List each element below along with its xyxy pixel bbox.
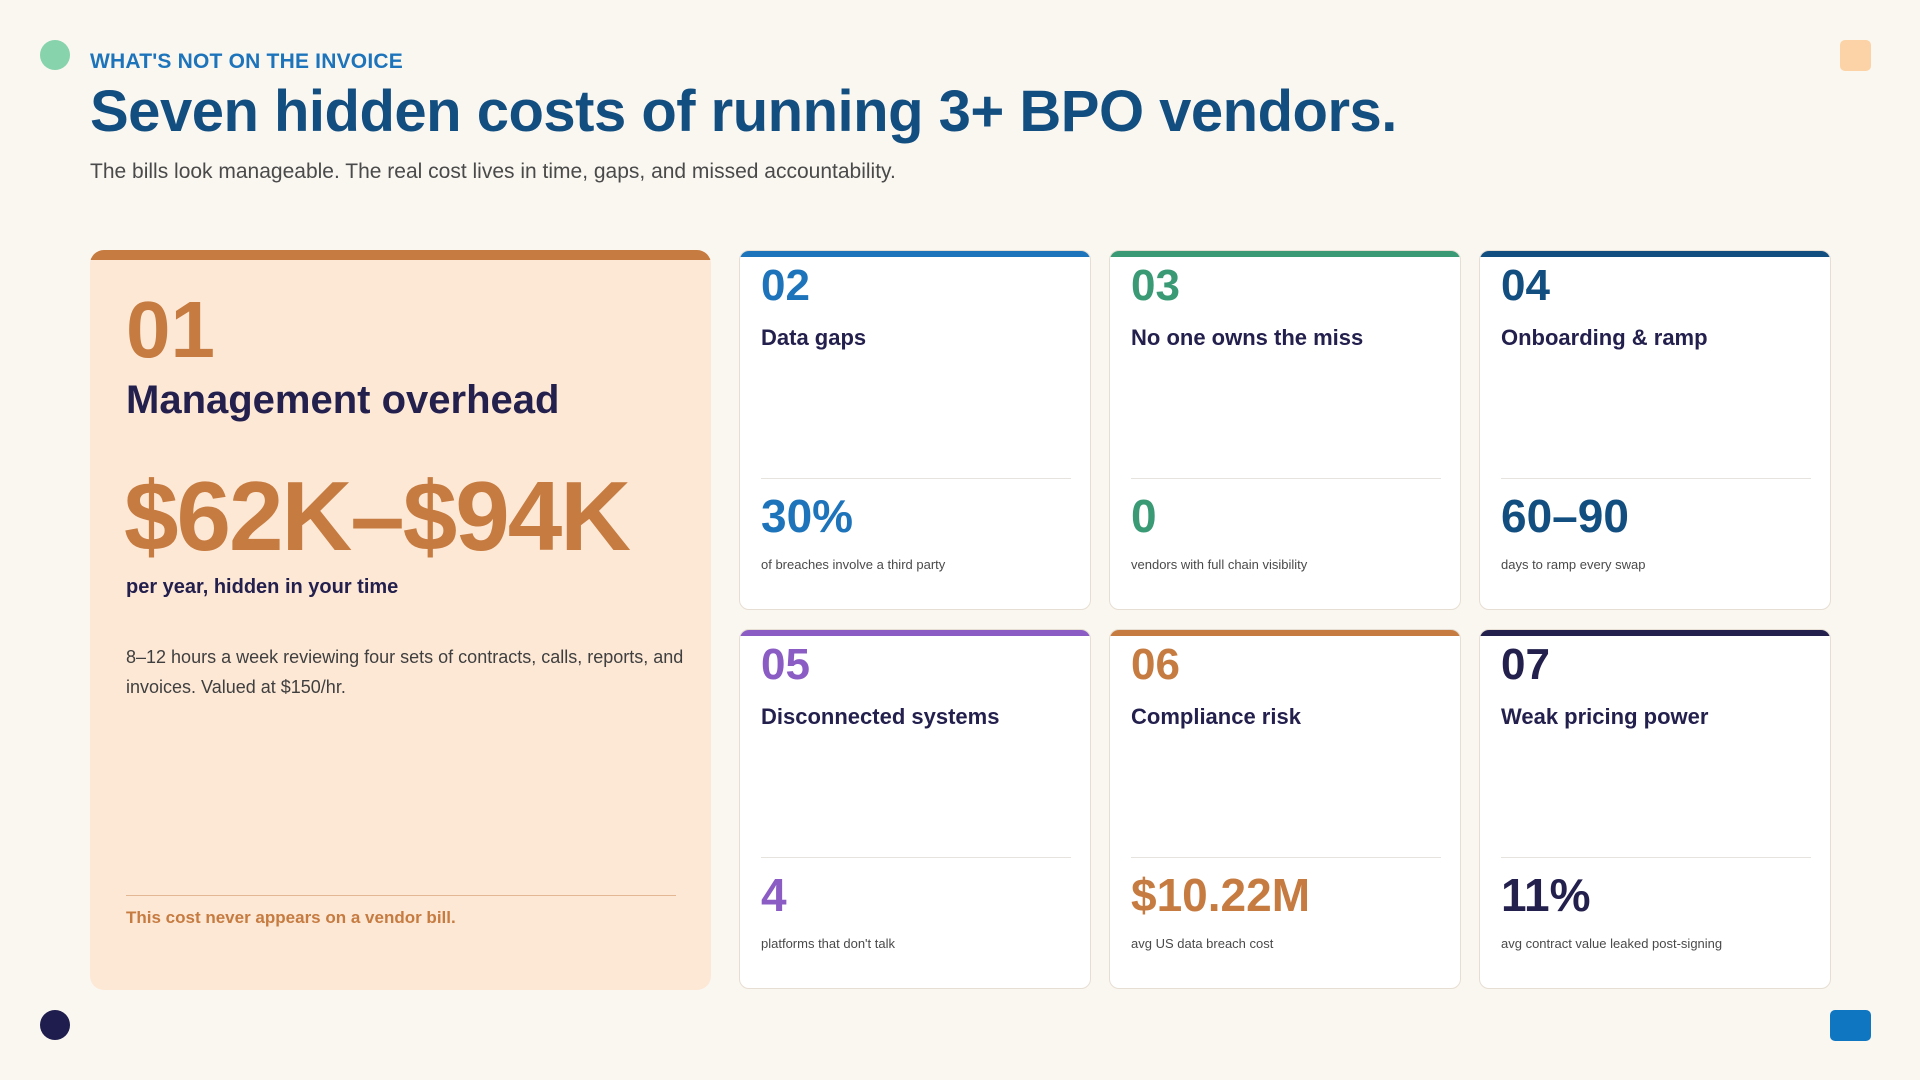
card-accent-bar xyxy=(1110,630,1460,636)
card-divider xyxy=(1131,857,1441,858)
card-accent-bar xyxy=(1480,251,1830,257)
cost-card-onboarding: 04 Onboarding & ramp 60–90 days to ramp … xyxy=(1479,250,1831,610)
card-stat: 11% xyxy=(1501,869,1591,921)
page-subtitle: The bills look manageable. The real cost… xyxy=(90,159,896,183)
card-stat: 0 xyxy=(1131,490,1157,542)
card-stat: $10.22M xyxy=(1131,869,1311,921)
hero-card-management-overhead: 01 Management overhead $62K–$94K per yea… xyxy=(90,250,711,990)
card-divider xyxy=(1131,478,1441,479)
card-title: Data gaps xyxy=(761,325,867,350)
hero-number: 01 xyxy=(126,285,215,374)
card-number: 06 xyxy=(1131,640,1180,689)
hero-note: This cost never appears on a vendor bill… xyxy=(126,908,456,927)
card-stat-label: avg contract value leaked post-signing xyxy=(1501,936,1723,951)
card-title: No one owns the miss xyxy=(1131,325,1364,350)
hero-divider xyxy=(126,895,676,896)
eyebrow: WHAT'S NOT ON THE INVOICE xyxy=(90,50,403,73)
hero-description: 8–12 hours a week reviewing four sets of… xyxy=(126,647,684,697)
card-title: Disconnected systems xyxy=(761,704,1000,729)
card-title: Weak pricing power xyxy=(1501,704,1709,729)
decor-dot-bottom-left xyxy=(40,1010,70,1040)
card-divider xyxy=(1501,478,1811,479)
card-stat: 4 xyxy=(761,869,787,921)
card-number: 03 xyxy=(1131,261,1180,310)
page-title: Seven hidden costs of running 3+ BPO ven… xyxy=(90,79,1397,144)
card-number: 05 xyxy=(761,640,810,689)
card-stat-label: platforms that don't talk xyxy=(761,936,895,951)
hero-title: Management overhead xyxy=(126,378,560,422)
card-stat-label: days to ramp every swap xyxy=(1501,557,1646,572)
card-divider xyxy=(761,478,1071,479)
decor-square-top-right xyxy=(1840,40,1871,71)
card-accent-bar xyxy=(740,630,1090,636)
card-accent-bar xyxy=(1110,251,1460,257)
card-title: Onboarding & ramp xyxy=(1501,325,1708,350)
header: WHAT'S NOT ON THE INVOICE Seven hidden c… xyxy=(90,50,1590,184)
card-stat-label: of breaches involve a third party xyxy=(761,557,946,572)
card-title: Compliance risk xyxy=(1131,704,1301,729)
hero-amount: $62K–$94K xyxy=(124,461,631,571)
card-stat: 60–90 xyxy=(1501,490,1629,542)
cost-card-disconnected-systems: 05 Disconnected systems 4 platforms that… xyxy=(739,629,1091,989)
card-stat-label: vendors with full chain visibility xyxy=(1131,557,1308,572)
decor-square-bottom-right xyxy=(1830,1010,1871,1041)
cost-card-no-one-owns: 03 No one owns the miss 0 vendors with f… xyxy=(1109,250,1461,610)
cost-card-pricing-power: 07 Weak pricing power 11% avg contract v… xyxy=(1479,629,1831,989)
card-stat: 30% xyxy=(761,490,854,542)
cost-card-compliance-risk: 06 Compliance risk $10.22M avg US data b… xyxy=(1109,629,1461,989)
card-divider xyxy=(761,857,1071,858)
card-accent-bar xyxy=(1480,630,1830,636)
card-number: 04 xyxy=(1501,261,1550,310)
hero-amount-sub: per year, hidden in your time xyxy=(126,576,399,598)
card-stat-label: avg US data breach cost xyxy=(1131,936,1274,951)
decor-dot-top-left xyxy=(40,40,70,70)
hero-accent-bar xyxy=(90,250,711,260)
card-accent-bar xyxy=(740,251,1090,257)
card-number: 07 xyxy=(1501,640,1550,689)
card-divider xyxy=(1501,857,1811,858)
cost-card-data-gaps: 02 Data gaps 30% of breaches involve a t… xyxy=(739,250,1091,610)
card-number: 02 xyxy=(761,261,810,310)
